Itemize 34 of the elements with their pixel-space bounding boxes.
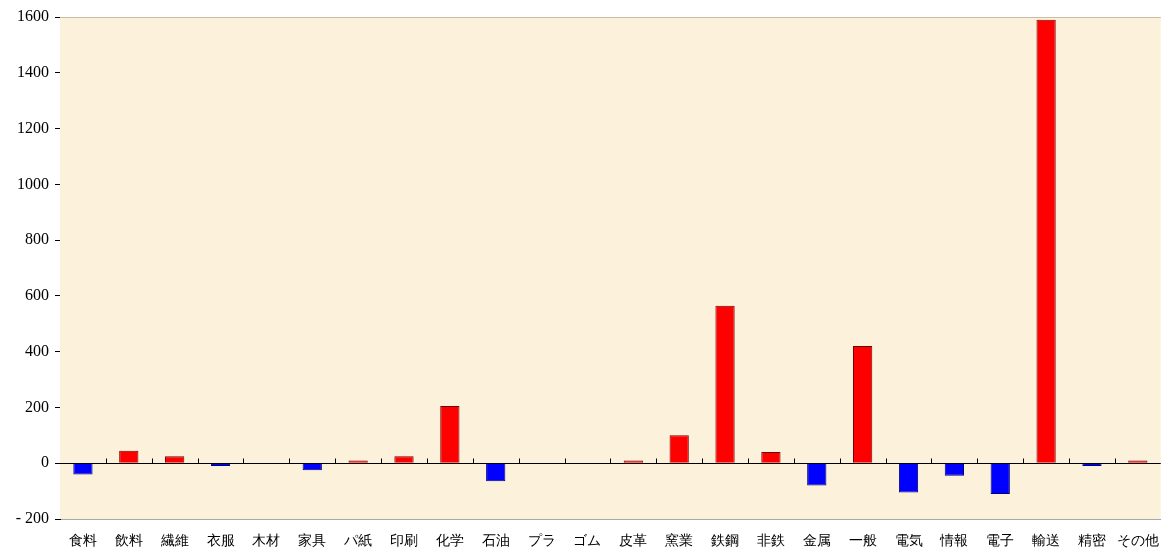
- x-tick-label: 一般: [848, 532, 877, 549]
- y-tick-label: 1000: [17, 174, 49, 192]
- x-tick-label: 飲料: [114, 532, 143, 549]
- y-tick-label: 400: [25, 341, 49, 359]
- x-tick-label: 皮革: [619, 532, 648, 549]
- y-tick-label: 0: [41, 453, 49, 471]
- x-tick-label: 金属: [802, 532, 831, 549]
- x-tick-label: 非鉄: [756, 532, 785, 549]
- x-tick-label: 電子: [986, 532, 1015, 549]
- x-tick-label: 電気: [894, 532, 923, 549]
- x-tick-label: 木材: [252, 532, 281, 549]
- x-tick-label: 繊維: [159, 532, 189, 549]
- x-tick-label: 衣服: [206, 532, 235, 549]
- x-tick-label: 家具: [298, 532, 327, 549]
- x-tick-label: その他: [1116, 532, 1159, 549]
- y-tick-label: 200: [25, 397, 49, 415]
- x-tick-label: プラ: [527, 532, 556, 549]
- x-tick-label: 輸送: [1032, 532, 1061, 549]
- x-tick-label: 鉄鋼: [711, 532, 740, 549]
- x-tick-label: 窯業: [665, 532, 694, 549]
- y-tick-label: - 200: [15, 509, 49, 527]
- y-tick-label: 600: [25, 286, 49, 304]
- x-tick-label: 情報: [939, 532, 969, 549]
- x-tick-label: 精密: [1077, 532, 1106, 549]
- x-tick-label: 印刷: [389, 532, 418, 549]
- y-tick-label: 1400: [17, 62, 49, 80]
- x-tick-label: ゴム: [573, 532, 602, 549]
- x-tick-label: 石油: [481, 532, 510, 549]
- y-tick-label: 800: [25, 230, 49, 248]
- y-tick-label: 1200: [17, 118, 49, 136]
- y-tick-label: 1600: [17, 7, 49, 25]
- x-tick-label: 化学: [435, 532, 464, 549]
- x-tick-label: 食料: [68, 532, 97, 549]
- x-tick-label: パ紙: [343, 532, 373, 549]
